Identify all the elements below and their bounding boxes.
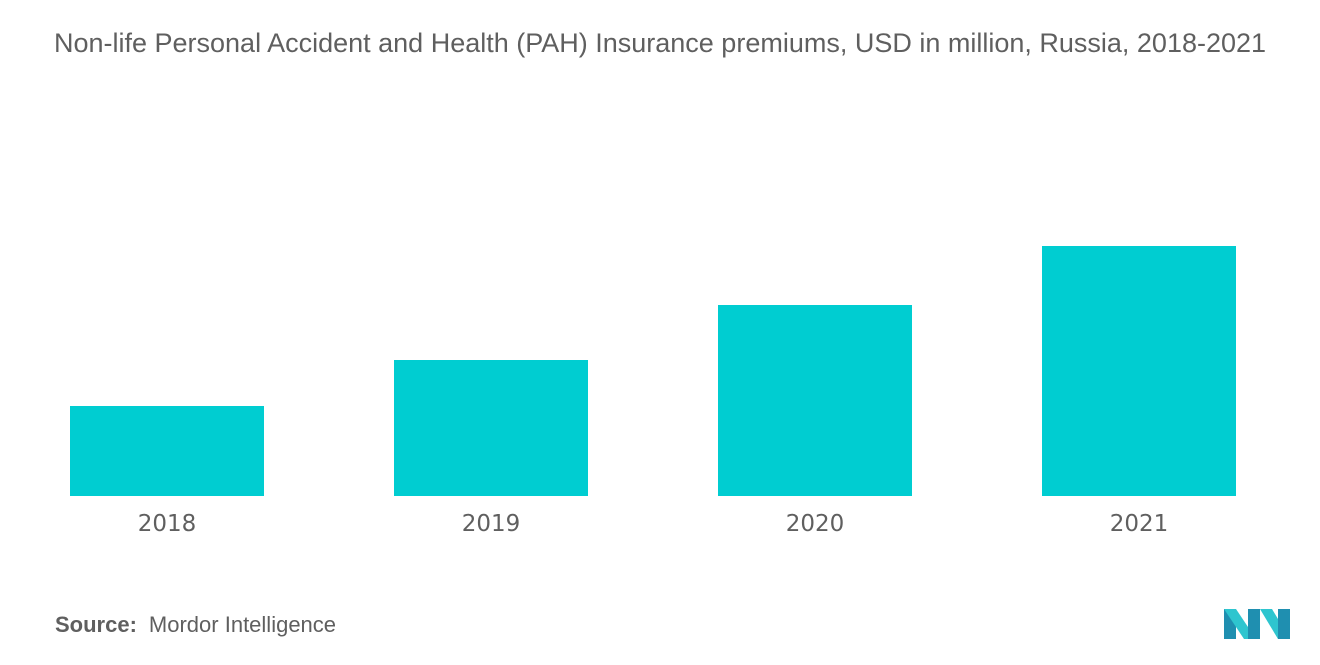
logo-right-stroke [1278,609,1290,639]
mordor-intelligence-logo-icon [1224,609,1290,639]
source-label: Source: [55,612,137,637]
source-value: Mordor Intelligence [148,612,337,637]
x-tick-label-2019: 2019 [462,511,521,537]
bar-chart: 2018 2019 2020 2021 [70,246,1236,537]
bar-2020 [718,305,912,496]
x-tick-label-2020: 2020 [786,511,845,537]
bars-group [70,246,1236,496]
x-tick-label-2018: 2018 [138,511,197,537]
bar-2021 [1042,246,1236,496]
logo-mid-stroke [1248,609,1260,639]
bar-2018 [70,406,264,496]
x-tick-label-2021: 2021 [1110,511,1169,537]
bar-2019 [394,360,588,496]
chart-title: Non-life Personal Accident and Health (P… [53,28,1267,58]
x-axis-ticks: 2018 2019 2020 2021 [138,511,1169,537]
source-note: Source: Mordor Intelligence [55,612,336,638]
